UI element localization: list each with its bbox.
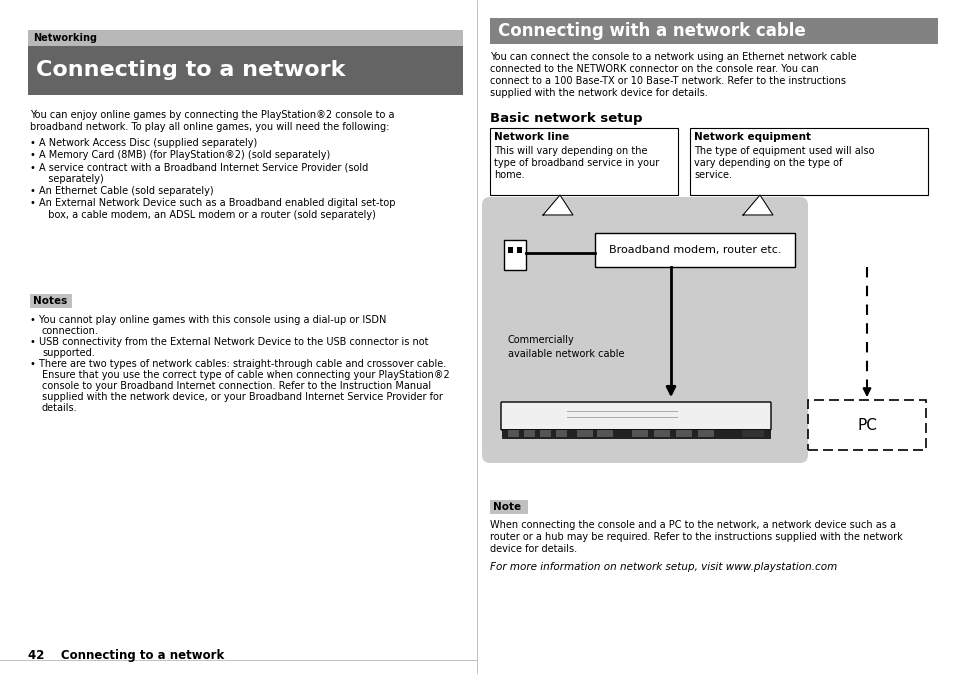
Text: supplied with the network device for details.: supplied with the network device for det… [490, 88, 707, 98]
Text: • There are two types of network cables: straight-through cable and crossover ca: • There are two types of network cables:… [30, 359, 446, 369]
Bar [577, 430, 593, 437]
Text: console to your Broadband Internet connection. Refer to the Instruction Manual: console to your Broadband Internet conne… [42, 381, 431, 391]
Bar [28, 30, 462, 46]
Text: connect to a 100 Base-TX or 10 Base-T network. Refer to the instructions: connect to a 100 Base-TX or 10 Base-T ne… [490, 76, 845, 86]
Bar [503, 240, 525, 270]
Bar [28, 46, 462, 95]
Text: Commercially
available network cable: Commercially available network cable [507, 335, 624, 359]
Text: The type of equipment used will also: The type of equipment used will also [693, 146, 874, 156]
Bar [807, 400, 925, 450]
Polygon shape [542, 195, 573, 215]
Text: You can enjoy online games by connecting the PlayStation®2 console to a: You can enjoy online games by connecting… [30, 110, 395, 120]
Text: vary depending on the type of: vary depending on the type of [693, 158, 841, 168]
Text: broadband network. To play all online games, you will need the following:: broadband network. To play all online ga… [30, 122, 389, 132]
Text: 42    Connecting to a network: 42 Connecting to a network [28, 648, 224, 661]
Text: home.: home. [494, 170, 524, 180]
Text: Notes: Notes [33, 296, 67, 306]
Text: This will vary depending on the: This will vary depending on the [494, 146, 647, 156]
Bar [490, 18, 937, 44]
Text: • An Ethernet Cable (sold separately): • An Ethernet Cable (sold separately) [30, 186, 213, 196]
Text: You can connect the console to a network using an Ethernet network cable: You can connect the console to a network… [490, 52, 856, 62]
Text: When connecting the console and a PC to the network, a network device such as a: When connecting the console and a PC to … [490, 520, 895, 530]
Bar [539, 430, 551, 437]
Text: box, a cable modem, an ADSL modem or a router (sold separately): box, a cable modem, an ADSL modem or a r… [42, 210, 375, 220]
Bar [654, 430, 669, 437]
Text: • A service contract with a Broadband Internet Service Provider (sold: • A service contract with a Broadband In… [30, 162, 368, 172]
Text: • USB connectivity from the External Network Device to the USB connector is not: • USB connectivity from the External Net… [30, 337, 428, 347]
Text: connection.: connection. [42, 326, 99, 336]
Text: Ensure that you use the correct type of cable when connecting your PlayStation®2: Ensure that you use the correct type of … [42, 370, 449, 380]
Bar [501, 429, 769, 438]
Bar [689, 128, 927, 195]
Text: supported.: supported. [42, 348, 94, 358]
Bar [595, 233, 794, 267]
Text: Network line: Network line [494, 132, 569, 142]
Bar [631, 430, 647, 437]
Text: • A Memory Card (8MB) (for PlayStation®2) (sold separately): • A Memory Card (8MB) (for PlayStation®2… [30, 150, 330, 160]
Bar [507, 247, 513, 253]
Text: • A Network Access Disc (supplied separately): • A Network Access Disc (supplied separa… [30, 138, 257, 148]
Text: Connecting with a network cable: Connecting with a network cable [497, 22, 805, 40]
Bar [523, 430, 535, 437]
Bar [741, 430, 763, 437]
Text: device for details.: device for details. [490, 544, 577, 554]
Bar [490, 128, 678, 195]
FancyBboxPatch shape [481, 197, 807, 463]
Text: router or a hub may be required. Refer to the instructions supplied with the net: router or a hub may be required. Refer t… [490, 532, 902, 542]
Text: For more information on network setup, visit www.playstation.com: For more information on network setup, v… [490, 562, 837, 572]
Text: Networking: Networking [33, 33, 97, 43]
Bar [507, 430, 518, 437]
Text: Connecting to a network: Connecting to a network [36, 60, 345, 80]
Text: PC: PC [856, 417, 876, 433]
Text: supplied with the network device, or your Broadband Internet Service Provider fo: supplied with the network device, or you… [42, 392, 442, 402]
Text: Note: Note [493, 502, 520, 512]
Bar [490, 500, 527, 514]
Text: Network equipment: Network equipment [693, 132, 810, 142]
Polygon shape [742, 195, 772, 215]
Text: connected to the NETWORK connector on the console rear. You can: connected to the NETWORK connector on th… [490, 64, 818, 74]
Bar [30, 294, 71, 308]
Bar [597, 430, 613, 437]
Text: type of broadband service in your: type of broadband service in your [494, 158, 659, 168]
Bar [556, 430, 566, 437]
Text: service.: service. [693, 170, 731, 180]
Text: details.: details. [42, 403, 77, 413]
Text: Basic network setup: Basic network setup [490, 112, 641, 125]
Bar [676, 430, 691, 437]
Bar [517, 247, 521, 253]
Text: separately): separately) [42, 174, 104, 184]
Text: Broadband modem, router etc.: Broadband modem, router etc. [608, 245, 781, 255]
Text: • You cannot play online games with this console using a dial-up or ISDN: • You cannot play online games with this… [30, 315, 386, 325]
Text: • An External Network Device such as a Broadband enabled digital set-top: • An External Network Device such as a B… [30, 198, 395, 208]
FancyBboxPatch shape [500, 402, 770, 430]
Bar [698, 430, 713, 437]
